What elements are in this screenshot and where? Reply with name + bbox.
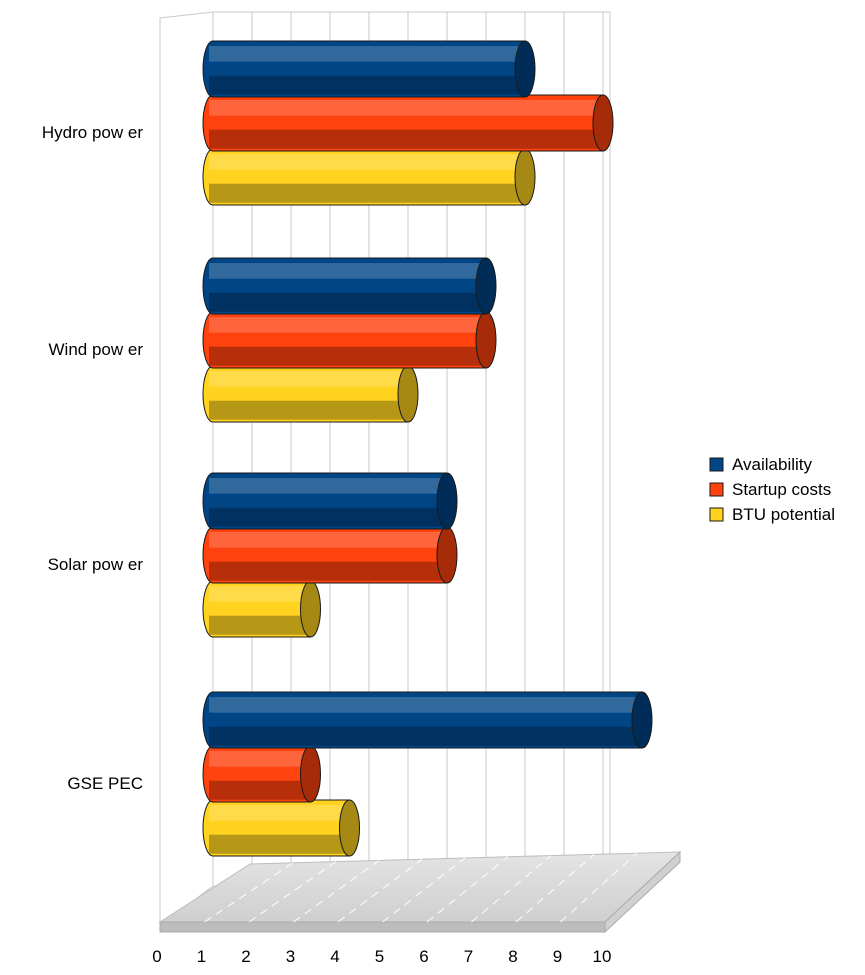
bar-startup-costs-0 [202,94,614,152]
legend-label: BTU potential [732,505,835,524]
x-tick-label: 7 [464,947,473,966]
x-tick-label: 4 [330,947,339,966]
bar-btu-potential-3 [202,799,360,857]
bar-availability-1 [202,257,497,315]
chart-floor [158,850,682,934]
legend: Availability Startup costs BTU potential [709,455,835,524]
x-tick-label: 2 [241,947,250,966]
legend-label: Availability [732,455,813,474]
x-tick-label: 3 [286,947,295,966]
category-label: Wind pow er [49,340,144,359]
floor-gridline [560,852,638,923]
legend-swatch [709,507,724,522]
category-label: GSE PEC [67,774,143,793]
floor-gridline [337,858,423,923]
bar-availability-0 [202,40,536,98]
x-tick-label: 5 [375,947,384,966]
bar-availability-3 [202,691,653,749]
floor-gridline [204,862,294,923]
category-label: Hydro pow er [42,123,143,142]
floor-gridline [248,861,337,923]
bar-startup-costs-2 [202,526,458,584]
x-tick-label: 10 [593,947,612,966]
x-tick-label: 8 [508,947,517,966]
bar-btu-potential-2 [202,580,321,638]
bar-btu-potential-1 [202,365,419,423]
bar-availability-2 [202,472,458,530]
bar-startup-costs-1 [202,311,497,369]
bar-btu-potential-0 [202,148,536,206]
floor-gridline [382,857,466,923]
bar-startup-costs-3 [202,745,321,803]
category-label: Solar pow er [48,555,144,574]
category-labels: Hydro pow er Wind pow er Solar pow er GSE P… [42,123,143,793]
bars [202,40,653,857]
legend-label: Startup costs [732,480,831,499]
floor-gridline [293,859,380,923]
x-tick-label: 9 [553,947,562,966]
x-tick-label: 0 [152,947,161,966]
tick-labels: 0 1 2 3 4 5 6 7 8 9 10 [152,947,611,966]
legend-swatch [709,482,724,497]
floor-gridline [426,856,509,923]
floor-front [159,921,606,933]
legend-swatch [709,457,724,472]
floor-side [604,850,681,934]
floor-gridline [515,854,595,923]
floor-gridline [471,855,552,923]
x-tick-label: 1 [197,947,206,966]
x-tick-label: 6 [419,947,428,966]
